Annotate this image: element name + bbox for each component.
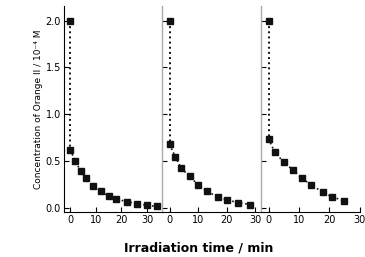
Y-axis label: Concentration of Orange II / 10⁻⁴ M: Concentration of Orange II / 10⁻⁴ M: [34, 30, 43, 189]
Text: Irradiation time / min: Irradiation time / min: [124, 241, 274, 254]
